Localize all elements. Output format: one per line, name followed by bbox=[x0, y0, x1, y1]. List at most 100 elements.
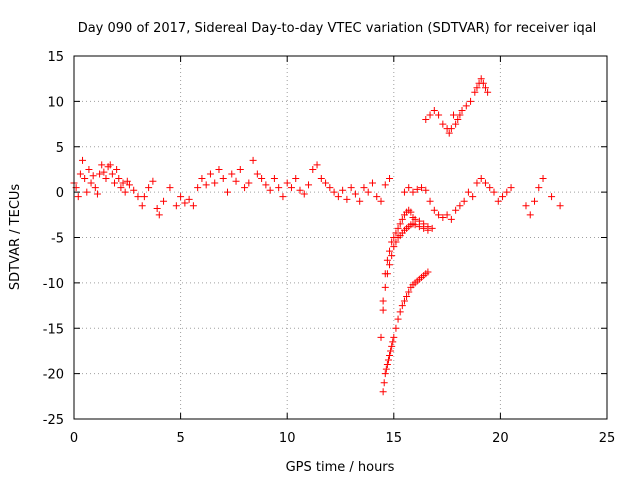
data-point bbox=[382, 365, 390, 373]
data-point bbox=[388, 342, 396, 350]
data-point bbox=[394, 315, 402, 323]
plot-frame bbox=[73, 55, 608, 420]
data-point bbox=[287, 184, 295, 192]
data-point bbox=[458, 106, 466, 114]
data-point bbox=[300, 190, 308, 198]
data-points bbox=[70, 75, 564, 396]
data-point bbox=[125, 181, 133, 189]
data-point bbox=[430, 106, 438, 114]
data-point bbox=[392, 324, 400, 332]
data-point bbox=[228, 170, 236, 178]
data-point bbox=[119, 179, 127, 187]
data-point bbox=[123, 177, 131, 185]
data-point bbox=[439, 214, 447, 222]
data-point bbox=[380, 379, 388, 387]
data-point bbox=[89, 172, 97, 180]
data-point bbox=[194, 184, 202, 192]
data-point bbox=[330, 188, 338, 196]
data-point bbox=[396, 308, 404, 316]
data-point bbox=[535, 184, 543, 192]
data-point bbox=[202, 181, 210, 189]
data-point bbox=[134, 193, 142, 201]
data-point bbox=[447, 215, 455, 223]
data-point bbox=[121, 188, 129, 196]
data-point bbox=[364, 188, 372, 196]
data-point bbox=[334, 193, 342, 201]
data-point bbox=[81, 175, 89, 183]
data-point bbox=[296, 186, 304, 194]
data-point bbox=[452, 120, 460, 128]
data-point bbox=[405, 184, 413, 192]
data-point bbox=[400, 297, 408, 305]
data-point bbox=[343, 195, 351, 203]
data-point bbox=[377, 197, 385, 205]
data-point bbox=[160, 197, 168, 205]
axis-ticks bbox=[73, 55, 608, 420]
data-point bbox=[76, 170, 84, 178]
data-point bbox=[456, 111, 464, 119]
data-point bbox=[471, 88, 479, 96]
data-point bbox=[422, 186, 430, 194]
data-point bbox=[266, 186, 274, 194]
data-point bbox=[477, 175, 485, 183]
data-point bbox=[236, 165, 244, 173]
data-point bbox=[283, 179, 291, 187]
data-point bbox=[360, 184, 368, 192]
data-point bbox=[232, 177, 240, 185]
data-point bbox=[398, 302, 406, 310]
data-point bbox=[507, 184, 515, 192]
data-point bbox=[275, 184, 283, 192]
data-point bbox=[386, 351, 394, 359]
data-point bbox=[106, 161, 114, 169]
data-point bbox=[418, 184, 426, 192]
data-point bbox=[386, 261, 394, 269]
data-point bbox=[253, 170, 261, 178]
data-point bbox=[85, 165, 93, 173]
data-point bbox=[305, 181, 313, 189]
data-point bbox=[388, 252, 396, 260]
data-point bbox=[166, 184, 174, 192]
data-point bbox=[430, 206, 438, 214]
data-point bbox=[389, 338, 397, 346]
data-point bbox=[469, 193, 477, 201]
data-point bbox=[405, 288, 413, 296]
data-point bbox=[211, 179, 219, 187]
data-point bbox=[379, 297, 387, 305]
data-point bbox=[87, 179, 95, 187]
data-point bbox=[249, 156, 257, 164]
data-point bbox=[386, 247, 394, 255]
x-tick-label: 5 bbox=[176, 431, 184, 446]
y-tick-label: 5 bbox=[56, 141, 64, 156]
data-point bbox=[198, 175, 206, 183]
data-point bbox=[503, 188, 511, 196]
data-point bbox=[462, 102, 470, 110]
data-point bbox=[392, 229, 400, 237]
data-point bbox=[413, 185, 421, 193]
x-axis-label: GPS time / hours bbox=[286, 460, 395, 475]
data-point bbox=[479, 79, 487, 87]
data-point bbox=[387, 347, 395, 355]
data-point bbox=[383, 256, 391, 264]
y-tick-label: 0 bbox=[56, 186, 64, 201]
data-point bbox=[548, 193, 556, 201]
data-point bbox=[428, 224, 436, 232]
data-point bbox=[115, 175, 123, 183]
data-point bbox=[531, 197, 539, 205]
data-point bbox=[490, 188, 498, 196]
data-point bbox=[411, 221, 419, 229]
data-point bbox=[460, 197, 468, 205]
data-point bbox=[400, 188, 408, 196]
data-point bbox=[481, 179, 489, 187]
data-point bbox=[424, 226, 432, 234]
data-point bbox=[172, 202, 180, 210]
data-point bbox=[153, 204, 161, 212]
x-tick-label: 15 bbox=[386, 431, 403, 446]
data-point bbox=[443, 211, 451, 219]
data-point bbox=[356, 197, 364, 205]
data-point bbox=[309, 165, 317, 173]
data-point bbox=[351, 190, 359, 198]
data-point bbox=[108, 170, 116, 178]
data-point bbox=[96, 170, 104, 178]
data-point bbox=[539, 175, 547, 183]
